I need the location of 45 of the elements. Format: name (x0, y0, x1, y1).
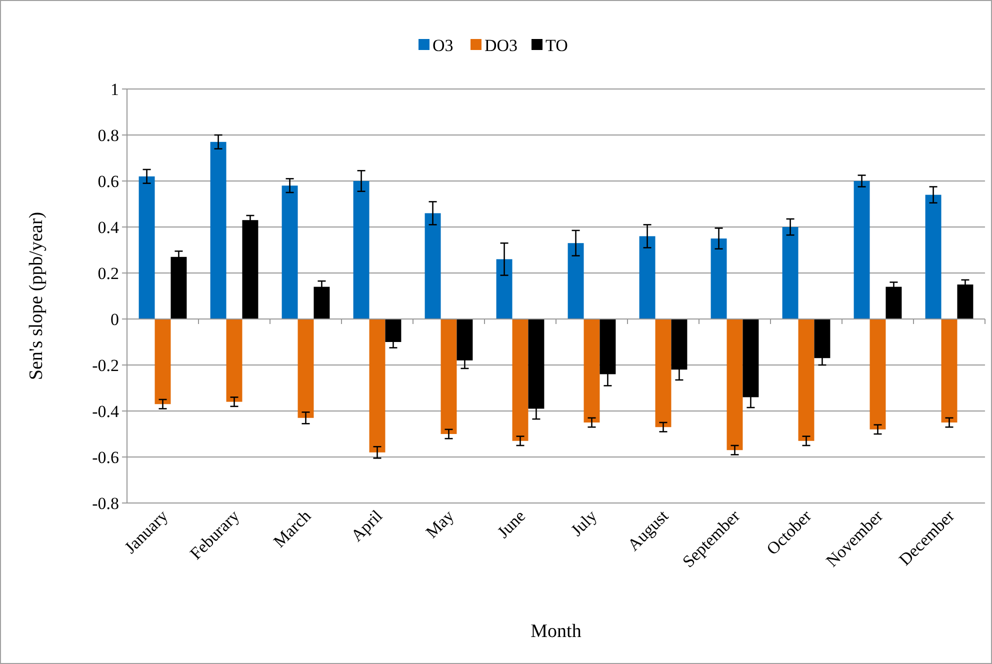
bar (440, 319, 457, 434)
bar (512, 319, 528, 441)
y-tick-label: -0.6 (92, 448, 119, 467)
bar (584, 319, 600, 422)
bar (655, 319, 672, 428)
y-tick-label: -0.2 (92, 356, 119, 375)
bar (298, 319, 314, 418)
x-tick-label: May (422, 506, 458, 542)
bar (369, 319, 386, 452)
y-tick-label: -0.4 (92, 402, 120, 421)
bar (854, 181, 870, 319)
bar (282, 186, 298, 319)
y-tick-label: 0.2 (98, 264, 119, 283)
y-tick-label: 0.6 (98, 172, 119, 191)
x-axis-title: Month (530, 621, 582, 642)
bar (798, 319, 814, 441)
bar (210, 142, 226, 319)
bar (782, 227, 798, 319)
y-tick-label: -0.8 (92, 494, 119, 513)
y-tick-label: 0 (110, 310, 119, 329)
x-tick-label: June (494, 506, 530, 542)
legend-label: O3 (432, 36, 454, 55)
bar (242, 220, 258, 319)
bar (424, 213, 441, 319)
bar (138, 176, 155, 319)
y-tick-label: 0.8 (98, 126, 119, 145)
bar (496, 259, 512, 319)
bar (870, 319, 886, 430)
bar (886, 286, 902, 319)
bar (726, 319, 743, 450)
bar (941, 319, 958, 422)
y-tick-label: 0.4 (98, 218, 120, 237)
x-tick-label: July (567, 506, 601, 540)
legend-label: TO (546, 36, 568, 55)
bar (154, 319, 171, 404)
y-axis-title: Sen's slope (ppb/year) (26, 212, 47, 380)
bar (568, 243, 584, 319)
y-tick-label: 1 (110, 80, 119, 99)
bar (957, 284, 974, 319)
legend-label: DO3 (484, 36, 518, 55)
bar (353, 181, 370, 319)
bar (226, 319, 242, 402)
bar (710, 238, 727, 319)
bar (925, 194, 942, 319)
bar (639, 236, 656, 319)
